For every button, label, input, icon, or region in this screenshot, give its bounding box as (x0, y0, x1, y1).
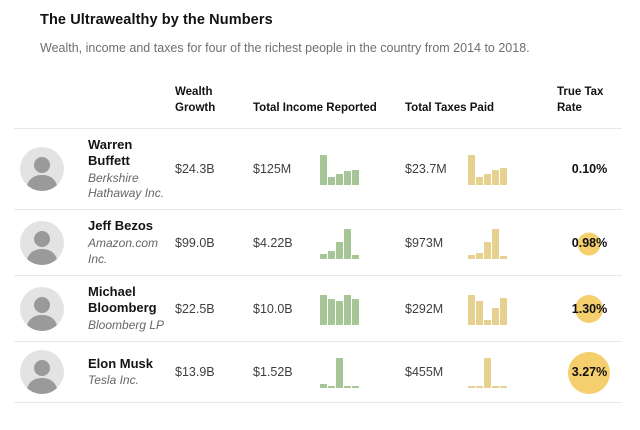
taxes-mini-bar-chart (468, 153, 508, 186)
true-tax-rate-value: 3.27% (571, 365, 608, 380)
page-title: The Ultrawealthy by the Numbers (40, 12, 273, 28)
table-bottom-divider (14, 402, 622, 404)
company-name: Bloomberg LP (88, 317, 165, 332)
bar-2015 (476, 252, 483, 259)
wealth-growth-value: $13.9B (175, 365, 215, 380)
avatar-photo (20, 220, 64, 265)
bar-2015 (476, 300, 483, 325)
total-taxes-value: $23.7M (405, 162, 447, 177)
bar-2018 (500, 255, 507, 259)
true-tax-rate-value: 0.10% (571, 162, 608, 177)
bar-2015 (328, 298, 335, 325)
true-tax-rate-circle (577, 232, 601, 256)
bar-2016 (336, 174, 343, 186)
page-subtitle: Wealth, income and taxes for four of the… (40, 41, 530, 55)
total-income-value: $4.22B (253, 235, 293, 250)
column-header-wealth-growth: Wealth Growth (175, 86, 216, 114)
column-header-true-tax-rate: True Tax Rate (557, 86, 604, 114)
true-tax-rate-value: 0.98% (571, 235, 608, 250)
bar-2016 (336, 241, 343, 259)
bar-2014 (320, 384, 327, 389)
income-mini-bar-chart (320, 293, 360, 325)
bar-2017 (492, 307, 499, 325)
row-warren-buffett: Warren Buffett Berkshire Hathaway Inc. $… (14, 128, 622, 209)
row-jeff-bezos: Jeff Bezos Amazon.com Inc. $99.0B $4.22B… (14, 209, 622, 275)
bar-2014 (468, 294, 475, 325)
total-taxes-value: $973M (405, 235, 444, 250)
bar-2014 (320, 253, 327, 259)
bar-2017 (344, 386, 351, 389)
taxes-mini-bar-chart (468, 356, 508, 389)
company-name: Berkshire Hathaway Inc. (88, 170, 165, 201)
bar-2017 (492, 386, 499, 389)
total-income-value: $1.52B (253, 365, 293, 380)
table-header-row: Wealth Growth Total Income Reported Tota… (14, 69, 622, 128)
bar-2016 (484, 358, 491, 389)
company-name: Tesla Inc. (88, 373, 139, 388)
total-income-value: $125M (253, 162, 292, 177)
taxes-mini-bar-chart (468, 227, 508, 259)
bar-2014 (468, 386, 475, 389)
ultrawealthy-table: Wealth Growth Total Income Reported Tota… (14, 69, 622, 404)
avatar-photo (20, 147, 64, 192)
bar-2016 (484, 241, 491, 259)
row-elon-musk: Elon Musk Tesla Inc. $13.9B $1.52B $455M… (14, 341, 622, 402)
bar-2015 (476, 386, 483, 389)
bar-2018 (352, 298, 359, 325)
income-mini-bar-chart (320, 153, 360, 186)
column-header-total-income: Total Income Reported (253, 101, 377, 114)
bar-2018 (352, 386, 359, 389)
bar-2015 (328, 386, 335, 389)
income-mini-bar-chart (320, 356, 360, 389)
true-tax-rate-value: 1.30% (571, 301, 608, 316)
wealth-growth-value: $24.3B (175, 162, 215, 177)
bar-2017 (344, 294, 351, 325)
company-name: Amazon.com Inc. (88, 236, 159, 266)
bar-2018 (352, 170, 359, 186)
row-michael-bloomberg: Michael Bloomberg Bloomberg LP $22.5B $1… (14, 275, 622, 341)
bar-2015 (476, 177, 483, 186)
person-name: Michael Bloomberg (88, 284, 157, 315)
total-taxes-value: $292M (405, 301, 444, 316)
avatar-photo (20, 286, 64, 331)
total-taxes-value: $455M (405, 365, 444, 380)
total-income-value: $10.0B (253, 301, 293, 316)
wealth-growth-value: $99.0B (175, 235, 215, 250)
bar-2016 (336, 358, 343, 389)
bar-2014 (468, 155, 475, 186)
bar-2015 (328, 250, 335, 259)
bar-2018 (500, 386, 507, 389)
person-name: Jeff Bezos (88, 218, 154, 234)
bar-2014 (320, 294, 327, 325)
bar-2014 (468, 254, 475, 259)
bar-2016 (484, 174, 491, 186)
person-name: Warren Buffett (88, 137, 133, 168)
bar-2016 (336, 300, 343, 325)
bar-2018 (500, 168, 507, 186)
avatar-photo (20, 350, 64, 395)
bar-2017 (344, 228, 351, 259)
income-mini-bar-chart (320, 227, 360, 259)
bar-2017 (492, 228, 499, 259)
column-header-total-taxes: Total Taxes Paid (405, 101, 495, 114)
bar-2015 (328, 177, 335, 186)
person-name: Elon Musk (88, 355, 154, 371)
true-tax-rate-circle (568, 352, 611, 395)
taxes-mini-bar-chart (468, 293, 508, 325)
bar-2018 (500, 297, 507, 325)
wealth-growth-value: $22.5B (175, 301, 215, 316)
bar-2018 (352, 254, 359, 259)
true-tax-rate-circle (575, 295, 604, 324)
bar-2017 (344, 171, 351, 186)
bar-2017 (492, 170, 499, 186)
bar-2016 (484, 319, 491, 325)
bar-2014 (320, 155, 327, 186)
